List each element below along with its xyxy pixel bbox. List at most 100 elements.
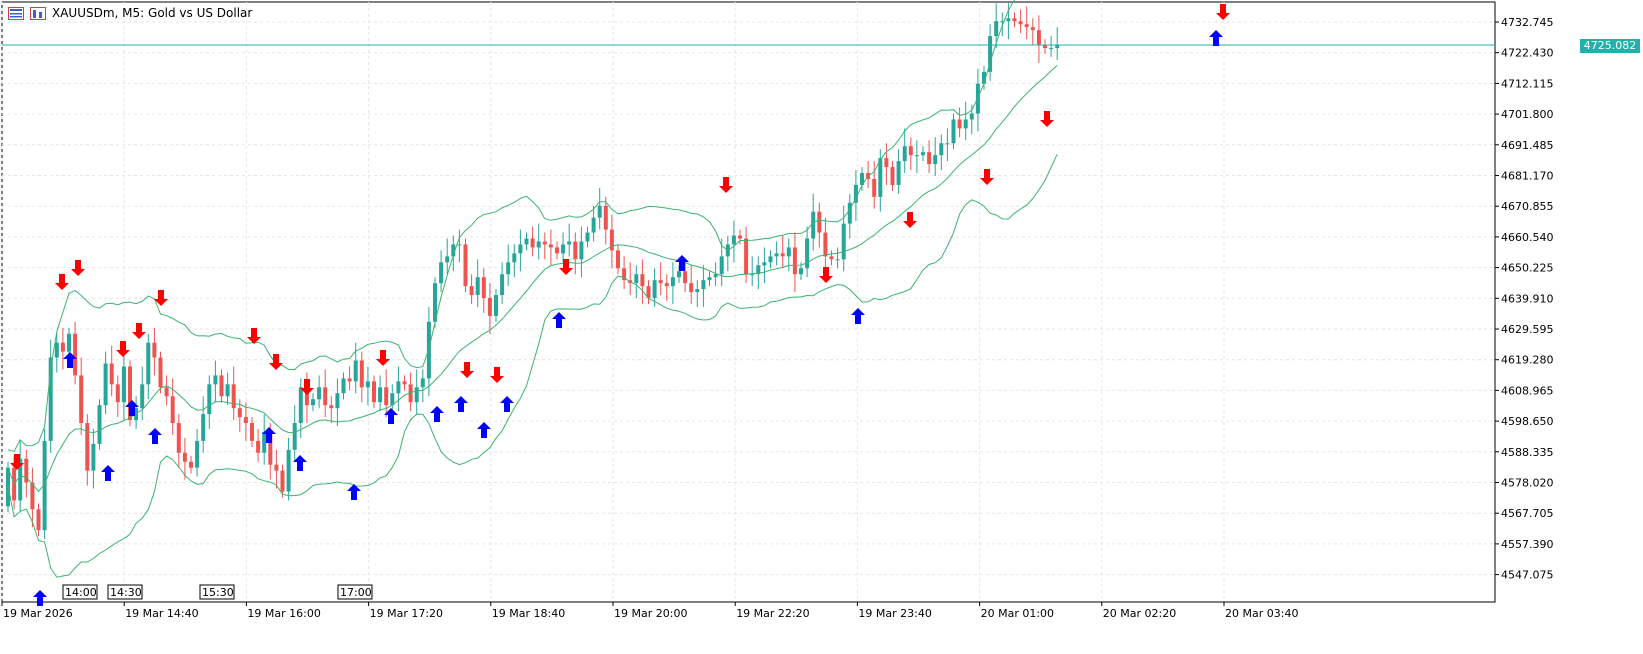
candle-body (829, 256, 834, 260)
candle-body (799, 268, 803, 275)
candle-body (298, 387, 303, 424)
candle-body (530, 238, 535, 248)
candle-body (969, 113, 974, 120)
sell-signal-arrow-icon (300, 379, 314, 395)
current-price-label: 4725.082 (1580, 39, 1640, 53)
candle-body (42, 440, 47, 531)
candle-body (115, 384, 120, 403)
x-tick-label: 19 Mar 2026 (3, 607, 73, 620)
chart-window-icon[interactable] (8, 6, 24, 20)
candle-body (622, 268, 627, 281)
candle-body (481, 277, 486, 299)
candle-body (640, 274, 645, 287)
candle-body (91, 443, 96, 471)
candle-body (567, 241, 572, 245)
sell-signal-arrow-icon (132, 323, 146, 339)
candle-body (433, 283, 437, 322)
buy-signal-arrow-icon (500, 396, 514, 412)
candle-body (780, 253, 785, 257)
candle-body (396, 381, 401, 394)
candle-body (738, 235, 742, 239)
candle-body (1043, 45, 1047, 49)
candle-body (683, 271, 688, 284)
candle-body (573, 241, 578, 260)
candle-body (561, 244, 566, 254)
candle-body (164, 387, 169, 397)
candle-body (927, 152, 932, 165)
candle-body (1024, 24, 1029, 28)
y-tick-label: 4639.910 (1501, 292, 1554, 305)
candle-body (335, 393, 340, 409)
candle-body (774, 253, 779, 257)
candle-body (329, 405, 334, 409)
candle-body (872, 178, 877, 197)
candle-body (67, 333, 71, 352)
session-time-label (107, 584, 143, 600)
candle-body (213, 375, 218, 385)
candle-body (713, 274, 718, 278)
candle-body (744, 238, 749, 275)
candle-body (323, 387, 328, 406)
candle-body (18, 458, 23, 501)
candle-body (237, 408, 242, 418)
candle-body (963, 119, 968, 129)
candle-body (634, 274, 639, 284)
x-tick-label: 19 Mar 23:40 (858, 607, 931, 620)
candle-body (988, 36, 993, 72)
candle-body (372, 381, 376, 403)
candle-body (677, 271, 681, 278)
candle-body (756, 265, 761, 275)
candle-body (853, 184, 858, 203)
candle-body (1006, 18, 1011, 22)
sell-signal-arrow-icon (460, 362, 474, 378)
candle-body (731, 235, 736, 245)
candle-body (365, 381, 370, 388)
sell-signal-arrow-icon (819, 267, 833, 283)
candle-body (1012, 18, 1017, 22)
candle-body (524, 238, 529, 245)
candle-body (341, 378, 346, 394)
candle-body (439, 262, 444, 284)
y-tick-label: 4681.170 (1501, 170, 1554, 183)
candle-body (994, 21, 999, 37)
candle-body (817, 211, 822, 233)
candle-body (658, 280, 663, 284)
candle-body (1049, 48, 1054, 50)
candle-body (982, 71, 986, 84)
candle-body (707, 277, 712, 281)
candle-body (85, 423, 90, 471)
candle-body (609, 229, 614, 251)
sell-signal-arrow-icon (1040, 111, 1054, 127)
y-tick-label: 4547.075 (1501, 569, 1554, 582)
chart-title-bar: XAUUSDm, M5: Gold vs US Dollar (8, 6, 252, 20)
candle-body (616, 250, 620, 269)
candle-body (768, 256, 773, 263)
x-tick-label: 20 Mar 01:00 (981, 607, 1054, 620)
sell-signal-arrow-icon (719, 177, 733, 193)
y-tick-label: 4578.020 (1501, 477, 1554, 490)
candle-body (152, 342, 157, 358)
candle-body (921, 152, 925, 156)
buy-signal-arrow-icon (384, 408, 398, 424)
candle-body (835, 259, 840, 261)
candle-body (1036, 30, 1041, 46)
chart-type-icon[interactable] (30, 6, 46, 20)
candle-body (97, 405, 102, 444)
candle-body (402, 381, 407, 385)
candle-body (884, 158, 889, 168)
buy-signal-arrow-icon (430, 406, 444, 422)
session-time-text: 17:00 (340, 586, 372, 599)
y-tick-label: 4619.280 (1501, 354, 1554, 367)
candle-body (701, 280, 706, 290)
candle-body (555, 247, 559, 254)
candle-body (268, 431, 273, 465)
y-tick-label: 4598.650 (1501, 415, 1554, 428)
candle-body (243, 417, 248, 424)
candle-body (463, 244, 468, 287)
buy-signal-arrow-icon (125, 400, 139, 416)
y-tick-label: 4712.115 (1501, 77, 1554, 90)
candle-body (445, 256, 450, 263)
candle-body (54, 342, 59, 358)
